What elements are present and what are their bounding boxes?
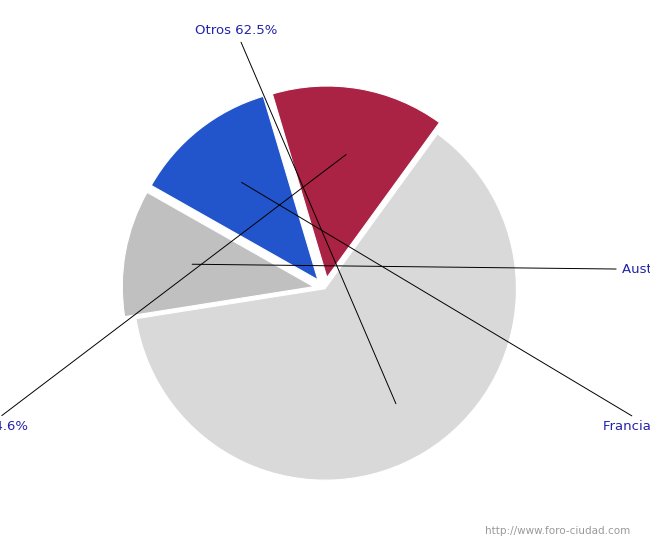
- Text: Francia 12.2%: Francia 12.2%: [242, 183, 650, 433]
- Wedge shape: [272, 86, 439, 277]
- Text: Otros 62.5%: Otros 62.5%: [195, 24, 396, 404]
- Wedge shape: [136, 134, 516, 480]
- Text: EEUU 14.6%: EEUU 14.6%: [0, 155, 346, 433]
- Wedge shape: [151, 96, 318, 280]
- Text: Vega de Valcarce - Turistas extranjeros según país - Octubre de 2024: Vega de Valcarce - Turistas extranjeros …: [60, 15, 590, 31]
- Text: http://www.foro-ciudad.com: http://www.foro-ciudad.com: [486, 526, 630, 536]
- Wedge shape: [122, 192, 314, 317]
- Text: Austria 10.7%: Austria 10.7%: [192, 263, 650, 276]
